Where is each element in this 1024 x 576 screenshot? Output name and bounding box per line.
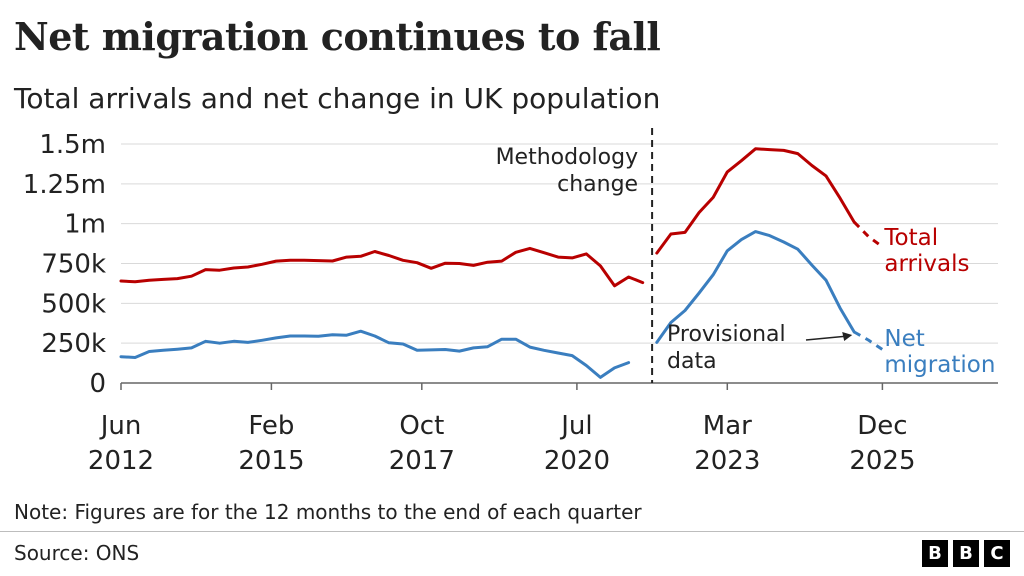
bbc-logo-letter: B xyxy=(953,540,979,567)
provisional-data-label: data xyxy=(667,349,717,374)
x-tick-label: 2015 xyxy=(238,446,304,476)
x-tick-label: Dec xyxy=(857,411,907,441)
bbc-logo-letter: B xyxy=(922,540,948,567)
series-line-net-migration xyxy=(853,330,884,351)
footer-divider xyxy=(0,531,1024,532)
x-tick-label: 2025 xyxy=(849,446,915,476)
series-label: migration xyxy=(884,352,995,378)
x-tick-label: 2017 xyxy=(389,446,455,476)
series-line-total-arrivals xyxy=(119,246,645,288)
chart-title: Net migration continues to fall xyxy=(14,14,661,59)
series-label: arrivals xyxy=(884,251,969,277)
provisional-data-label: Provisional xyxy=(667,322,786,347)
methodology-change-label: Methodology xyxy=(496,145,639,170)
callout-arrow xyxy=(805,335,849,341)
callout-arrowhead xyxy=(842,332,853,342)
x-tick-label: 2012 xyxy=(88,446,154,476)
series-label: Total xyxy=(883,225,938,251)
y-tick-label: 1.25m xyxy=(23,170,106,200)
y-tick-label: 250k xyxy=(41,329,106,359)
x-tick-label: Jun xyxy=(99,411,142,441)
bbc-logo: B B C xyxy=(922,540,1010,567)
series-line-total-arrivals xyxy=(655,147,856,255)
bbc-logo-letter: C xyxy=(984,540,1010,567)
x-tick-label: Feb xyxy=(248,411,294,441)
y-tick-label: 750k xyxy=(41,250,106,280)
y-tick-label: 500k xyxy=(41,289,106,319)
x-tick-label: Mar xyxy=(703,411,752,441)
y-tick-label: 0 xyxy=(89,369,106,399)
series-line-total-arrivals xyxy=(853,221,884,249)
chart-subtitle: Total arrivals and net change in UK popu… xyxy=(14,82,661,115)
y-tick-label: 1.5m xyxy=(39,130,106,160)
chart-note: Note: Figures are for the 12 months to t… xyxy=(14,500,642,524)
series-line-net-migration xyxy=(655,230,856,344)
x-tick-label: 2023 xyxy=(694,446,760,476)
y-tick-label: 1m xyxy=(64,210,106,240)
line-chart: 0 250k 500k 750k 1m 1.25m 1.5m Jun 2012 Feb 2015 Oc… xyxy=(23,128,998,476)
series-line-net-migration xyxy=(119,329,631,379)
x-tick-label: Jul xyxy=(559,411,592,441)
series-label: Net xyxy=(884,326,924,352)
x-tick-label: Oct xyxy=(399,411,444,441)
methodology-change-label: change xyxy=(557,172,638,197)
x-tick-label: 2020 xyxy=(544,446,610,476)
source-label: Source: ONS xyxy=(14,541,140,565)
